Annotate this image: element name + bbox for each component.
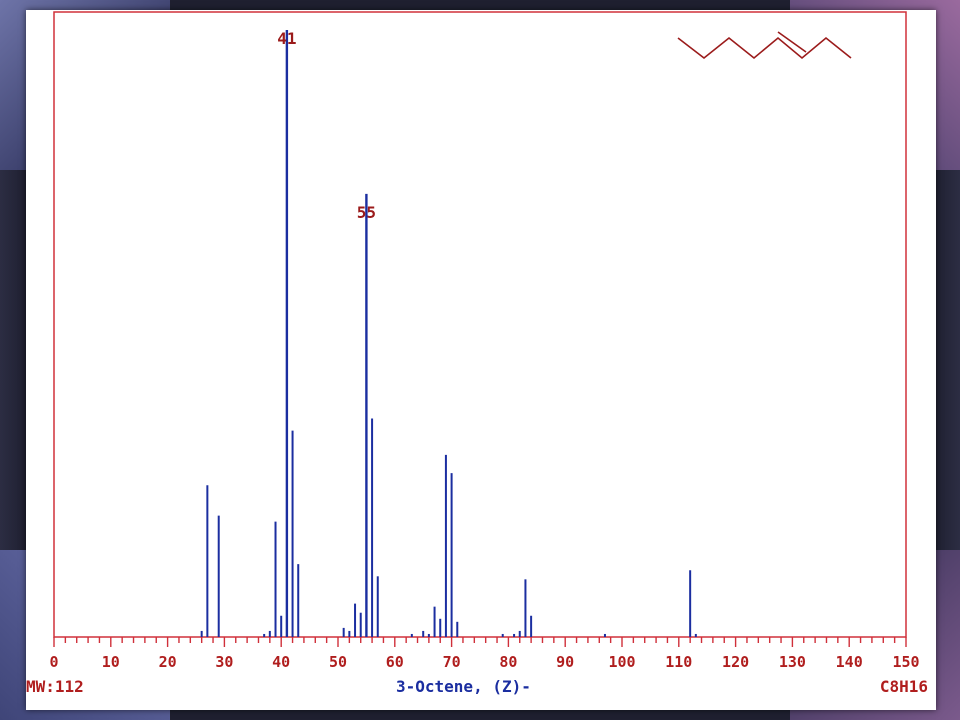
- x-tick-label: 80: [499, 653, 517, 671]
- x-tick-label: 20: [159, 653, 177, 671]
- peak-label: 55: [357, 203, 376, 222]
- molecule-double-bond-line: [777, 31, 807, 53]
- molecule-structure-icon: [677, 31, 852, 60]
- x-tick-label: 30: [215, 653, 233, 671]
- plot-border: [53, 11, 907, 638]
- x-tick-label: 140: [836, 653, 863, 671]
- spectrum-panel: 0 10 20 30 40 50 60 70 80 90 100 110 120 130 140 150 41…: [26, 10, 936, 710]
- frame-band-bottom: [170, 708, 790, 720]
- x-axis-tick-labels: 0 10 20 30 40 50 60 70 80 90 100 110 120 130 140 150: [49, 653, 919, 671]
- peak-labels: 41 55: [277, 29, 376, 222]
- x-axis-ticks: [53, 637, 907, 647]
- frame-band-top: [170, 0, 790, 12]
- x-tick-label: 10: [102, 653, 120, 671]
- molecular-weight-label: MW:112: [26, 677, 84, 696]
- spectrum-bars: [200, 30, 697, 637]
- x-tick-label: 50: [329, 653, 347, 671]
- x-tick-label: 70: [443, 653, 461, 671]
- x-tick-label: 130: [779, 653, 806, 671]
- chart-title: 3-Octene, (Z)-: [396, 677, 531, 696]
- x-tick-label: 40: [272, 653, 290, 671]
- x-tick-label: 120: [722, 653, 749, 671]
- plot-frame: [53, 11, 907, 638]
- x-tick-label: 0: [49, 653, 58, 671]
- mass-spectrum-chart: 0 10 20 30 40 50 60 70 80 90 100 110 120 130 140 150 41…: [49, 11, 920, 671]
- x-tick-label: 60: [386, 653, 404, 671]
- x-tick-label: 90: [556, 653, 574, 671]
- x-tick-label: 110: [665, 653, 692, 671]
- peak-label: 41: [277, 29, 296, 48]
- x-tick-label: 100: [608, 653, 635, 671]
- frame-band-left: [0, 170, 30, 550]
- molecule-skeleton-line: [677, 36, 852, 60]
- molecular-formula-label: C8H16: [879, 677, 928, 696]
- x-tick-label: 150: [892, 653, 919, 671]
